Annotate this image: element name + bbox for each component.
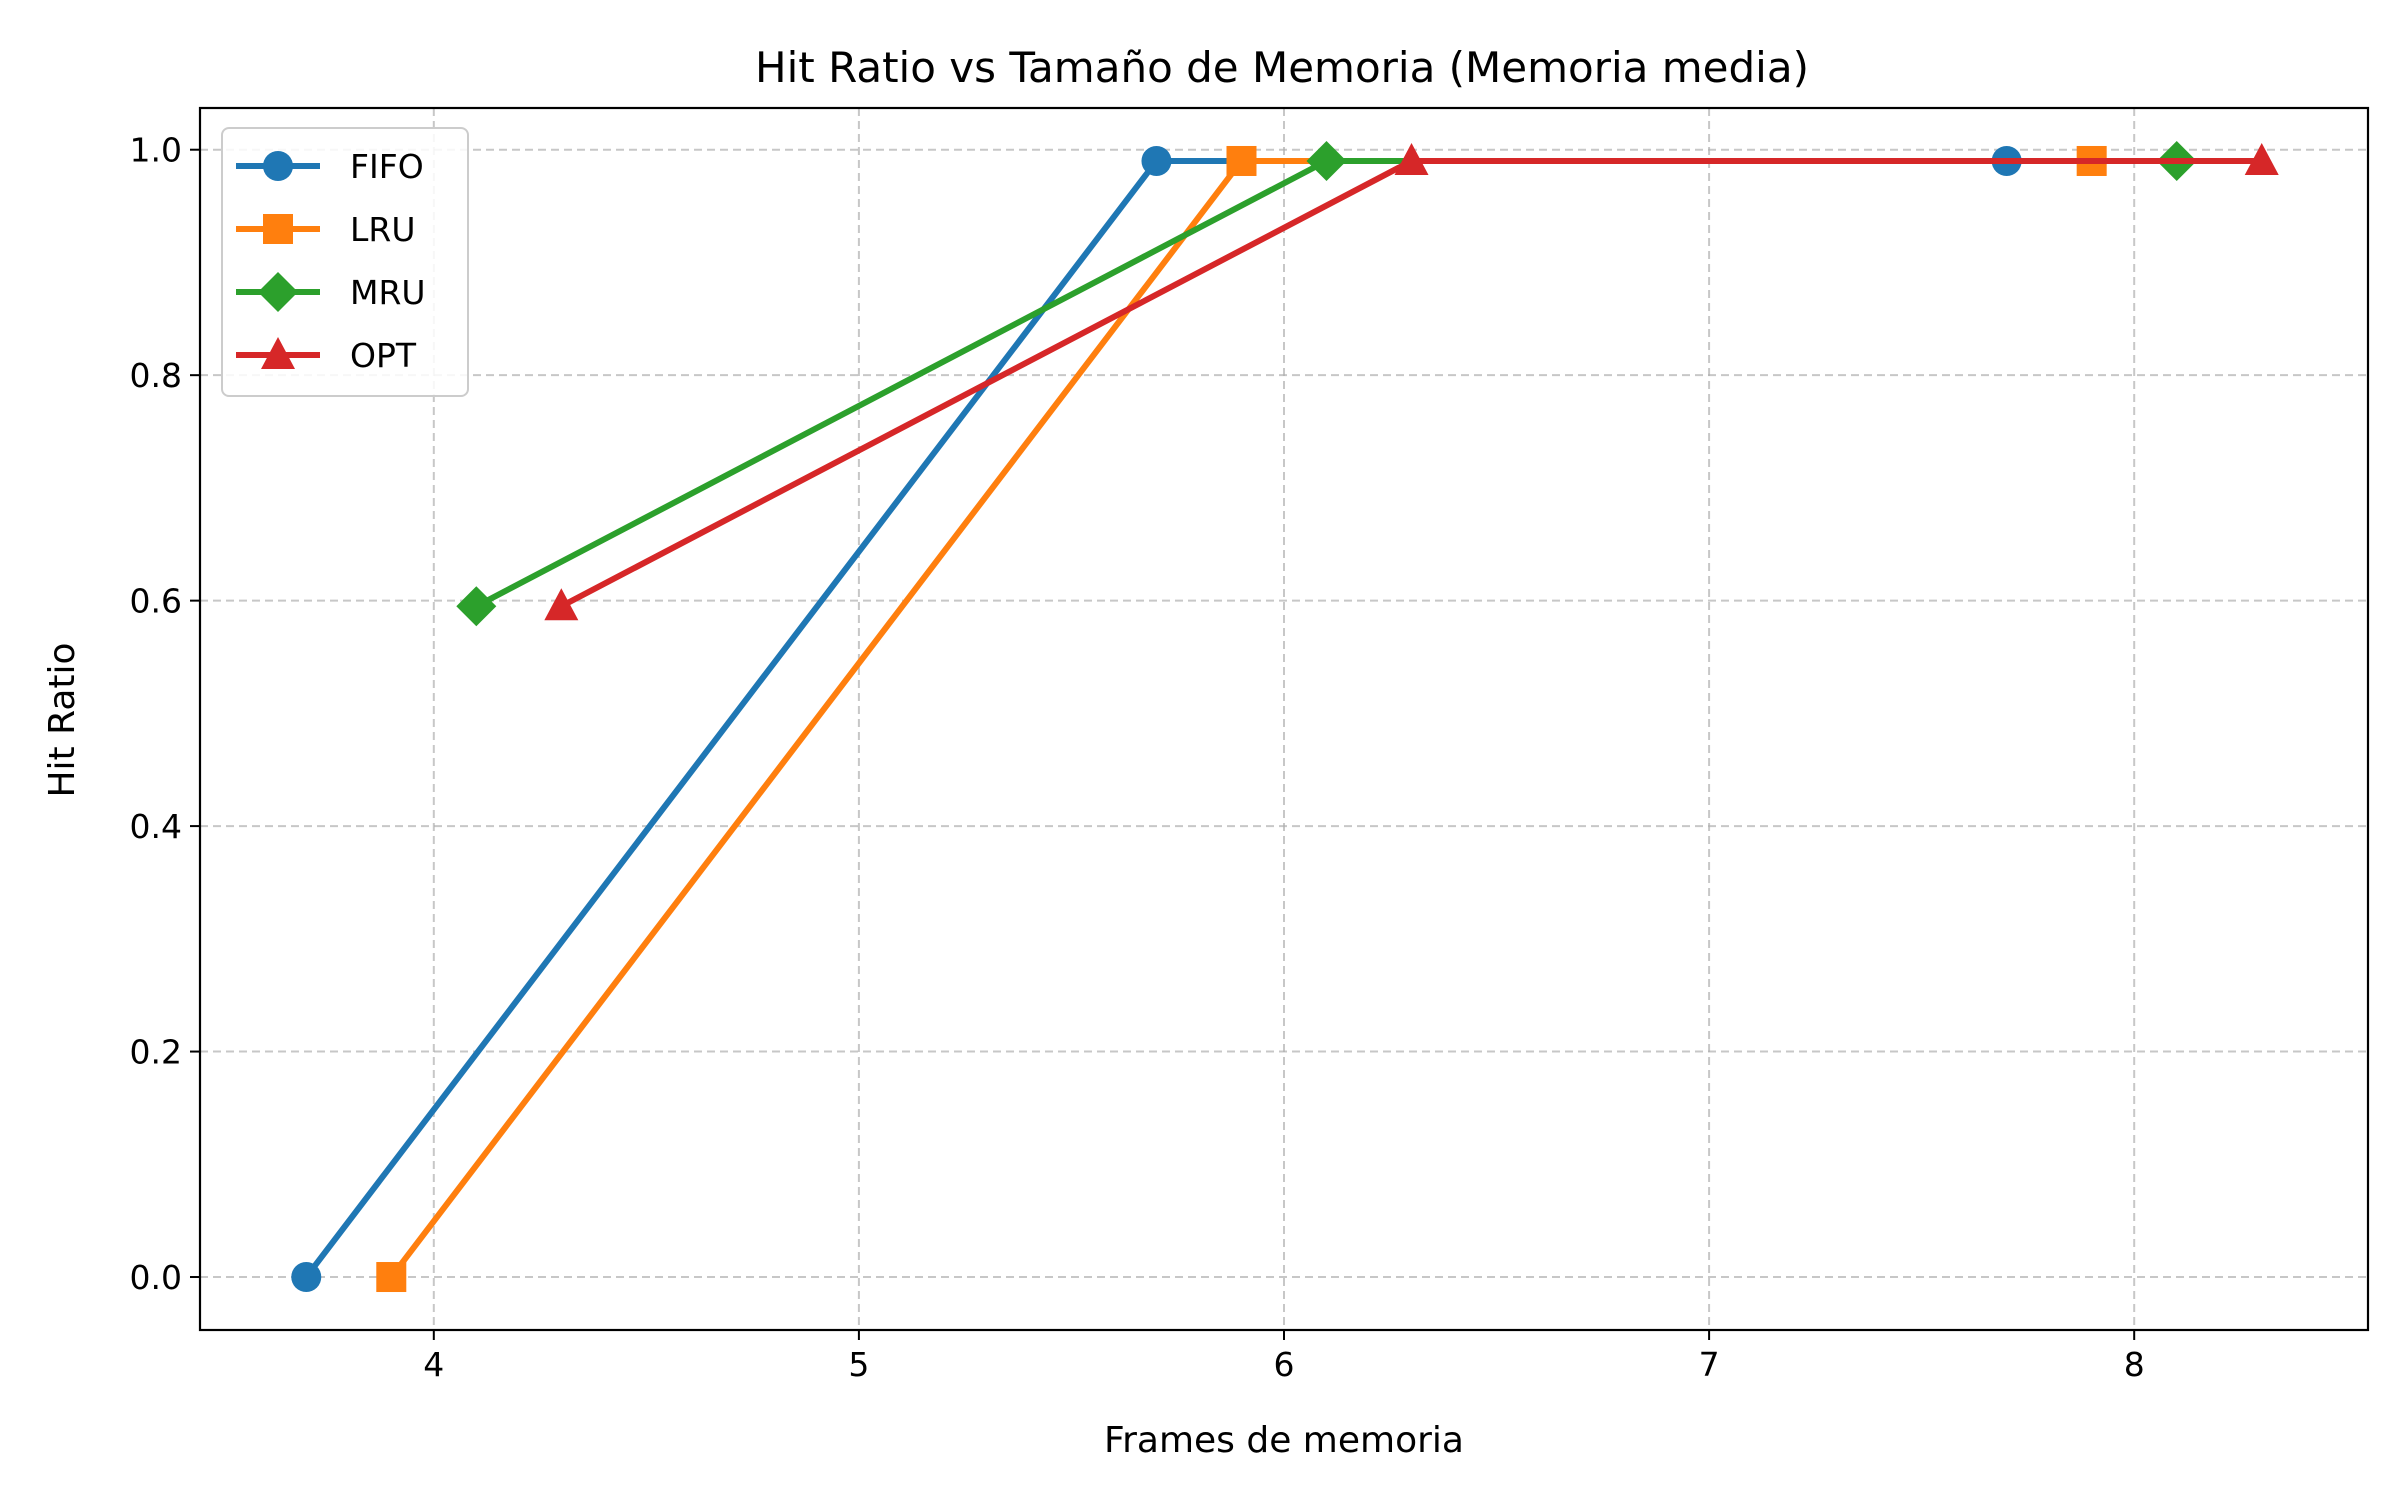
- y-tick-label: 0.8: [130, 356, 182, 395]
- series-line-mru: [473, 157, 2180, 610]
- plot-series: [291, 140, 2279, 1293]
- y-tick-label: 0.4: [130, 807, 182, 846]
- data-point-opt: [2244, 142, 2279, 175]
- series-lru: [376, 145, 2107, 1293]
- legend-item-lru: LRU: [236, 210, 415, 249]
- series-fifo: [291, 145, 2022, 1293]
- legend-marker-opt: [261, 337, 295, 369]
- legend-label-lru: LRU: [350, 210, 415, 249]
- legend-label-mru: MRU: [350, 273, 426, 312]
- data-point-fifo: [291, 1262, 322, 1293]
- data-point-opt: [1394, 142, 1429, 175]
- data-point-opt: [544, 588, 579, 621]
- legend-item-mru: MRU: [236, 272, 426, 312]
- chart-title: Hit Ratio vs Tamaño de Memoria (Memoria …: [755, 43, 1809, 92]
- legend-item-opt: OPT: [236, 336, 417, 375]
- data-point-lru: [1226, 145, 1257, 176]
- y-tick-label: 0.6: [130, 582, 182, 621]
- x-axis-label: Frames de memoria: [1104, 1420, 1464, 1461]
- series-line-lru: [388, 157, 2095, 1281]
- series-line-opt: [558, 157, 2265, 610]
- series-line-fifo: [303, 157, 2010, 1281]
- y-tick-label: 0.0: [130, 1258, 182, 1297]
- data-point-lru: [376, 1262, 407, 1293]
- legend-item-fifo: FIFO: [236, 147, 424, 186]
- series-opt: [544, 142, 2279, 621]
- legend: FIFO LRU MRU OPT: [221, 127, 469, 397]
- series-mru: [456, 140, 2197, 627]
- data-point-mru: [1306, 140, 1347, 181]
- x-tick-label: 4: [423, 1345, 444, 1384]
- legend-marker-fifo: [263, 151, 293, 181]
- x-tick-label: 5: [848, 1345, 869, 1384]
- y-tick-label: 1.0: [130, 131, 182, 170]
- axis-ticks: 4 5 6 7 8 0.0 0.2 0.4 0.6 0.8 1.0: [130, 131, 2145, 1384]
- data-point-mru: [456, 586, 497, 627]
- y-tick-label: 0.2: [130, 1033, 182, 1072]
- data-point-fifo: [1141, 145, 1172, 176]
- legend-box: [221, 127, 469, 397]
- legend-label-opt: OPT: [350, 336, 417, 375]
- legend-label-fifo: FIFO: [350, 147, 424, 186]
- x-tick-label: 8: [2124, 1345, 2145, 1384]
- y-axis-label: Hit Ratio: [42, 642, 83, 797]
- legend-marker-lru: [263, 214, 293, 244]
- legend-marker-mru: [258, 272, 298, 312]
- grid: [200, 108, 2368, 1330]
- x-tick-label: 7: [1699, 1345, 1720, 1384]
- x-tick-label: 6: [1274, 1345, 1295, 1384]
